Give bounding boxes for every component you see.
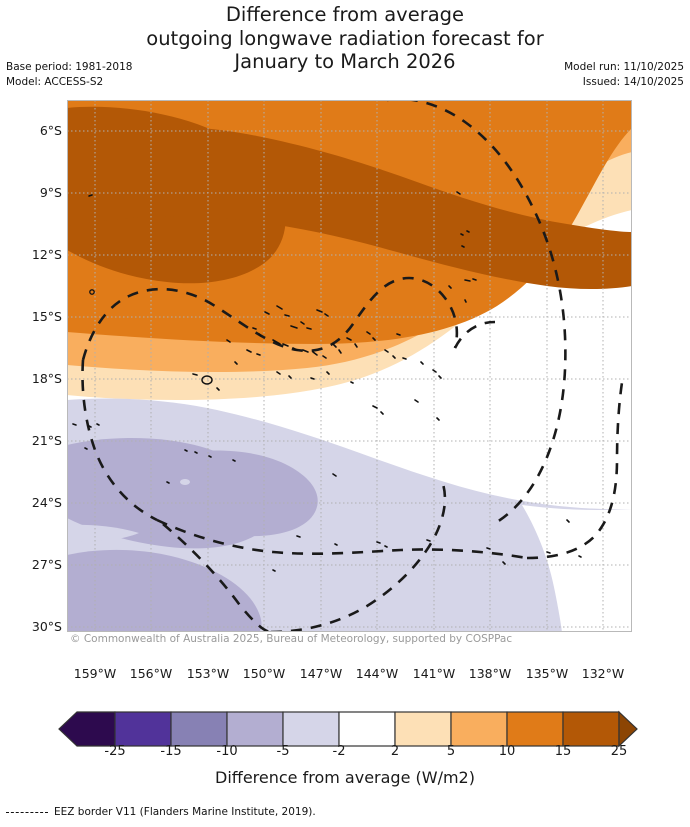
lon-tick-147w: 147°W xyxy=(299,666,343,681)
colorbar-tick-25: 25 xyxy=(610,744,628,759)
colorbar-tick-15: 15 xyxy=(554,744,572,759)
colorbar-band-minus5-minus2[interactable] xyxy=(282,711,340,747)
page-title-line-1: Difference from average xyxy=(225,3,465,26)
colorbar-band-minus25-minus15[interactable] xyxy=(114,711,172,747)
colorbar-tick--5: -5 xyxy=(276,744,290,759)
neutral-notch-se xyxy=(522,505,632,632)
lon-tick-159w: 159°W xyxy=(73,666,117,681)
purple-gap-west xyxy=(67,524,139,542)
model-info-right: Model run: 11/10/2025 Issued: 14/10/2025 xyxy=(564,60,684,90)
lon-tick-156w: 156°W xyxy=(129,666,173,681)
colorbar-band-minus10-minus5[interactable] xyxy=(226,711,284,747)
footer-legend: EEZ border V11 (Flanders Marine Institut… xyxy=(6,806,316,818)
lon-tick-138w: 138°W xyxy=(468,666,512,681)
colorbar-band-5-10[interactable] xyxy=(450,711,508,747)
colorbar-band-10-15[interactable] xyxy=(506,711,564,747)
lon-tick-132w: 132°W xyxy=(581,666,625,681)
purple-hole-small xyxy=(180,479,190,485)
map-gridlines xyxy=(67,100,632,632)
lon-tick-135w: 135°W xyxy=(525,666,569,681)
island-coastlines xyxy=(72,191,582,572)
colorbar-tick-5: 5 xyxy=(446,744,456,759)
lon-tick-153w: 153°W xyxy=(186,666,230,681)
lon-tick-150w: 150°W xyxy=(242,666,286,681)
model-info-left: Base period: 1981-2018 Model: ACCESS-S2 xyxy=(6,60,132,90)
colorbar-title: Difference from average (W/m2) xyxy=(215,768,475,787)
eez-border-line xyxy=(81,100,625,632)
eez-dash-sample-icon xyxy=(6,812,48,814)
lat-tick-30s: 30°S xyxy=(31,619,62,634)
colorbar-tick--15: -15 xyxy=(160,744,182,759)
colorbar-tick-2: 2 xyxy=(390,744,400,759)
model-label: Model: ACCESS-S2 xyxy=(6,76,104,88)
colorbar-tick--2: -2 xyxy=(332,744,346,759)
eez-legend-label: EEZ border V11 (Flanders Marine Institut… xyxy=(54,806,316,818)
longitude-axis: 159°W 156°W 153°W 150°W 147°W 144°W 141°… xyxy=(0,666,690,686)
colorbar-swatches xyxy=(58,710,638,748)
band-15-to-25-central xyxy=(67,125,632,289)
colorbar-band-below-minus25[interactable] xyxy=(58,711,116,747)
olr-anomaly-contour-map xyxy=(67,100,632,632)
colorbar-band-minus2-2[interactable] xyxy=(338,711,396,747)
lat-tick-24s: 24°S xyxy=(31,495,62,510)
colorbar-tick--25: -25 xyxy=(104,744,126,759)
page-title: Difference from average outgoing longwav… xyxy=(0,3,690,74)
lat-tick-15s: 15°S xyxy=(31,309,62,324)
page-title-line-3: January to March 2026 xyxy=(234,50,456,73)
colorbar-band-2-5[interactable] xyxy=(394,711,452,747)
colorbar[interactable] xyxy=(0,706,690,752)
island-patch-se xyxy=(486,554,514,585)
base-period-label: Base period: 1981-2018 xyxy=(6,61,133,73)
lat-tick-27s: 27°S xyxy=(31,557,62,572)
colorbar-tick-labels: -25 -15 -10 -5 -2 2 5 10 15 25 xyxy=(0,744,690,762)
issued-label: Issued: 14/10/2025 xyxy=(582,76,684,88)
colorbar-tick--10: -10 xyxy=(216,744,238,759)
page-title-line-2: outgoing longwave radiation forecast for xyxy=(146,26,544,50)
model-run-label: Model run: 11/10/2025 xyxy=(564,61,684,73)
colorbar-band-minus15-minus10[interactable] xyxy=(170,711,228,747)
colorbar-tick-10: 10 xyxy=(498,744,516,759)
lat-tick-18s: 18°S xyxy=(31,371,62,386)
map-copyright: © Commonwealth of Australia 2025, Bureau… xyxy=(70,633,513,645)
lat-tick-6s: 6°S xyxy=(39,123,62,138)
lat-tick-9s: 9°S xyxy=(39,185,62,200)
lon-tick-144w: 144°W xyxy=(355,666,399,681)
latitude-axis: 6°S 9°S 12°S 15°S 18°S 21°S 24°S 27°S 30… xyxy=(0,0,62,827)
band-minus10-to-minus5-lobe-2 xyxy=(67,549,262,632)
band-minus10-to-minus5-lobe-1b xyxy=(169,450,318,537)
colorbar-band-above-25[interactable] xyxy=(618,710,638,748)
map-plot-area[interactable] xyxy=(67,100,632,632)
lat-tick-21s: 21°S xyxy=(31,433,62,448)
colorbar-band-15-25[interactable] xyxy=(562,711,620,747)
lon-tick-141w: 141°W xyxy=(412,666,456,681)
lat-tick-12s: 12°S xyxy=(31,247,62,262)
